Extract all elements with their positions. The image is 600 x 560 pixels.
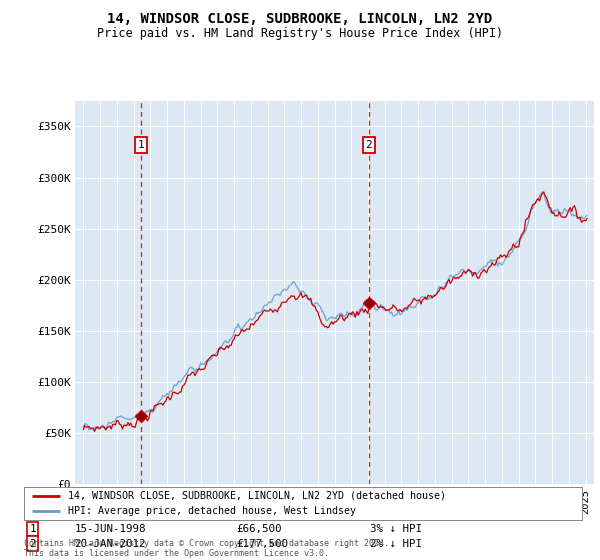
Text: 2: 2 <box>365 140 372 150</box>
Text: 14, WINDSOR CLOSE, SUDBROOKE, LINCOLN, LN2 2YD (detached house): 14, WINDSOR CLOSE, SUDBROOKE, LINCOLN, L… <box>68 491 446 501</box>
Text: 3% ↓ HPI: 3% ↓ HPI <box>370 524 422 534</box>
Text: 1: 1 <box>29 524 36 534</box>
Text: 20-JAN-2012: 20-JAN-2012 <box>74 539 146 548</box>
Text: 14, WINDSOR CLOSE, SUDBROOKE, LINCOLN, LN2 2YD: 14, WINDSOR CLOSE, SUDBROOKE, LINCOLN, L… <box>107 12 493 26</box>
Text: 15-JUN-1998: 15-JUN-1998 <box>74 524 146 534</box>
Text: £177,500: £177,500 <box>236 539 288 548</box>
Text: Contains HM Land Registry data © Crown copyright and database right 2024.
This d: Contains HM Land Registry data © Crown c… <box>24 539 389 558</box>
Text: 1: 1 <box>138 140 145 150</box>
Text: Price paid vs. HM Land Registry's House Price Index (HPI): Price paid vs. HM Land Registry's House … <box>97 27 503 40</box>
Text: 2: 2 <box>29 539 36 548</box>
Text: HPI: Average price, detached house, West Lindsey: HPI: Average price, detached house, West… <box>68 506 356 516</box>
Text: £66,500: £66,500 <box>236 524 281 534</box>
Text: 2% ↓ HPI: 2% ↓ HPI <box>370 539 422 548</box>
